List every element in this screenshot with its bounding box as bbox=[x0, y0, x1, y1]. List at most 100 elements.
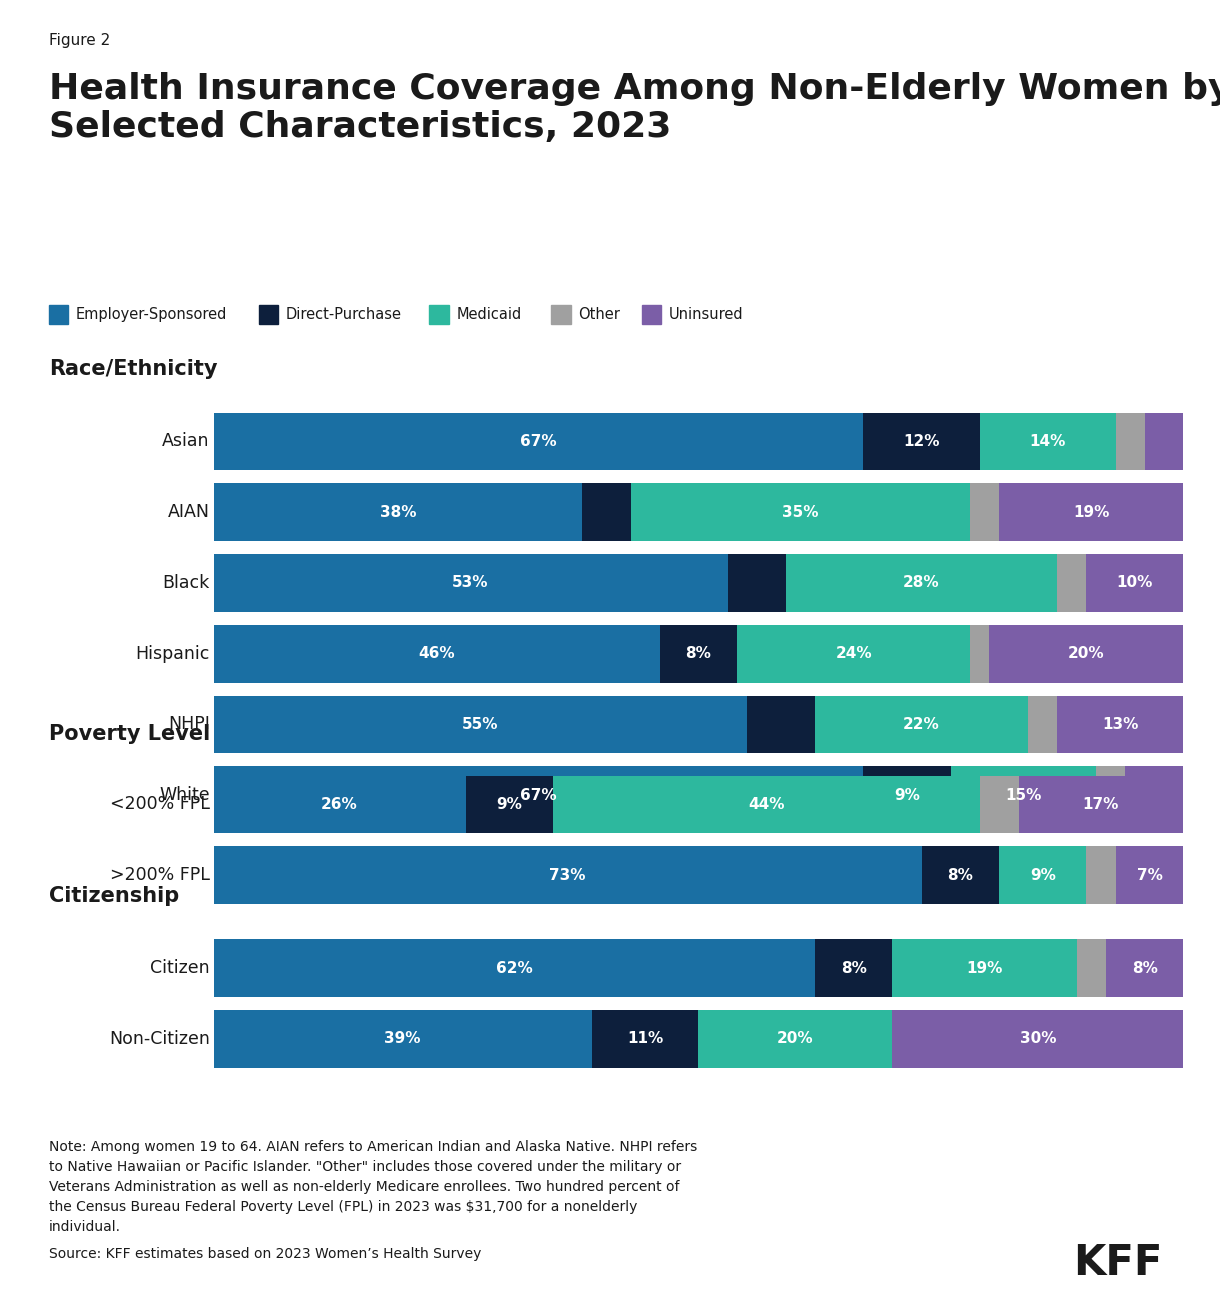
Bar bbox=[592, 1010, 698, 1068]
Bar bbox=[214, 939, 815, 997]
Text: 11%: 11% bbox=[627, 1031, 664, 1047]
Bar bbox=[921, 846, 999, 904]
Text: 20%: 20% bbox=[1068, 646, 1105, 662]
Text: 24%: 24% bbox=[836, 646, 872, 662]
Text: 8%: 8% bbox=[1132, 960, 1158, 976]
Text: Figure 2: Figure 2 bbox=[49, 33, 110, 47]
Bar bbox=[1144, 413, 1183, 470]
Text: Health Insurance Coverage Among Non-Elderly Women by
Selected Characteristics, 2: Health Insurance Coverage Among Non-Elde… bbox=[49, 72, 1220, 144]
Text: 35%: 35% bbox=[782, 504, 819, 520]
Bar bbox=[950, 766, 1096, 824]
Text: Other: Other bbox=[578, 307, 620, 322]
Bar bbox=[786, 554, 1058, 612]
Bar bbox=[737, 625, 970, 683]
Bar bbox=[1105, 939, 1183, 997]
Bar bbox=[727, 554, 786, 612]
Bar bbox=[970, 625, 989, 683]
Text: 46%: 46% bbox=[418, 646, 455, 662]
Bar bbox=[553, 776, 980, 833]
Text: 55%: 55% bbox=[462, 717, 499, 732]
Text: Black: Black bbox=[162, 574, 210, 592]
Text: 14%: 14% bbox=[1030, 434, 1066, 449]
Text: NHPI: NHPI bbox=[168, 715, 210, 734]
Bar bbox=[698, 1010, 892, 1068]
Text: KFF: KFF bbox=[1074, 1242, 1163, 1284]
Text: Citizenship: Citizenship bbox=[49, 886, 179, 907]
Bar bbox=[214, 696, 747, 753]
Text: White: White bbox=[160, 786, 210, 804]
Text: AIAN: AIAN bbox=[168, 503, 210, 521]
Text: Hispanic: Hispanic bbox=[135, 645, 210, 663]
Bar bbox=[864, 413, 980, 470]
Text: 30%: 30% bbox=[1020, 1031, 1057, 1047]
Text: 9%: 9% bbox=[894, 787, 920, 803]
Bar bbox=[214, 776, 466, 833]
Bar bbox=[1077, 939, 1105, 997]
Bar bbox=[815, 939, 892, 997]
Text: 8%: 8% bbox=[841, 960, 866, 976]
Bar bbox=[892, 1010, 1183, 1068]
Text: Source: KFF estimates based on 2023 Women’s Health Survey: Source: KFF estimates based on 2023 Wome… bbox=[49, 1247, 481, 1262]
Text: Non-Citizen: Non-Citizen bbox=[109, 1030, 210, 1048]
Bar bbox=[980, 776, 1019, 833]
Bar bbox=[980, 413, 1115, 470]
Bar bbox=[214, 846, 921, 904]
Bar bbox=[214, 413, 864, 470]
Bar bbox=[466, 776, 553, 833]
Bar bbox=[214, 483, 582, 541]
Text: 26%: 26% bbox=[321, 796, 357, 812]
Bar bbox=[1086, 554, 1183, 612]
Bar bbox=[747, 696, 815, 753]
Text: Poverty Level: Poverty Level bbox=[49, 723, 210, 744]
Text: 39%: 39% bbox=[384, 1031, 421, 1047]
Text: 22%: 22% bbox=[903, 717, 939, 732]
Text: 9%: 9% bbox=[1030, 867, 1055, 883]
Bar bbox=[999, 846, 1086, 904]
Text: Direct-Purchase: Direct-Purchase bbox=[285, 307, 401, 322]
Bar bbox=[582, 483, 631, 541]
Text: >200% FPL: >200% FPL bbox=[110, 866, 210, 884]
Text: 44%: 44% bbox=[748, 796, 784, 812]
Text: 67%: 67% bbox=[520, 434, 556, 449]
Bar bbox=[970, 483, 999, 541]
Bar bbox=[214, 1010, 592, 1068]
Bar bbox=[1028, 696, 1058, 753]
Bar bbox=[1086, 846, 1115, 904]
Bar bbox=[1115, 846, 1183, 904]
Text: Medicaid: Medicaid bbox=[456, 307, 521, 322]
Bar bbox=[815, 696, 1028, 753]
Text: Race/Ethnicity: Race/Ethnicity bbox=[49, 359, 217, 380]
Bar bbox=[660, 625, 737, 683]
Bar bbox=[214, 766, 864, 824]
Text: 28%: 28% bbox=[903, 575, 939, 591]
Bar bbox=[1096, 766, 1125, 824]
Text: Uninsured: Uninsured bbox=[669, 307, 743, 322]
Bar bbox=[864, 766, 950, 824]
Bar bbox=[1125, 766, 1183, 824]
Text: Asian: Asian bbox=[162, 432, 210, 451]
Text: 19%: 19% bbox=[1074, 504, 1109, 520]
Text: 20%: 20% bbox=[777, 1031, 814, 1047]
Bar bbox=[1019, 776, 1183, 833]
Bar bbox=[214, 554, 727, 612]
Text: 13%: 13% bbox=[1102, 717, 1138, 732]
Text: 10%: 10% bbox=[1116, 575, 1153, 591]
Bar bbox=[892, 939, 1077, 997]
Text: 67%: 67% bbox=[520, 787, 556, 803]
Bar bbox=[214, 625, 660, 683]
Text: 8%: 8% bbox=[948, 867, 974, 883]
Text: 7%: 7% bbox=[1137, 867, 1163, 883]
Text: Note: Among women 19 to 64. AIAN refers to American Indian and Alaska Native. NH: Note: Among women 19 to 64. AIAN refers … bbox=[49, 1140, 697, 1234]
Bar bbox=[1058, 696, 1183, 753]
Text: <200% FPL: <200% FPL bbox=[110, 795, 210, 814]
Bar bbox=[989, 625, 1183, 683]
Text: 9%: 9% bbox=[497, 796, 522, 812]
Text: 8%: 8% bbox=[686, 646, 711, 662]
Text: 53%: 53% bbox=[453, 575, 489, 591]
Text: 19%: 19% bbox=[966, 960, 1003, 976]
Bar bbox=[999, 483, 1183, 541]
Text: 62%: 62% bbox=[495, 960, 533, 976]
Text: 12%: 12% bbox=[903, 434, 939, 449]
Text: Employer-Sponsored: Employer-Sponsored bbox=[76, 307, 227, 322]
Bar bbox=[631, 483, 970, 541]
